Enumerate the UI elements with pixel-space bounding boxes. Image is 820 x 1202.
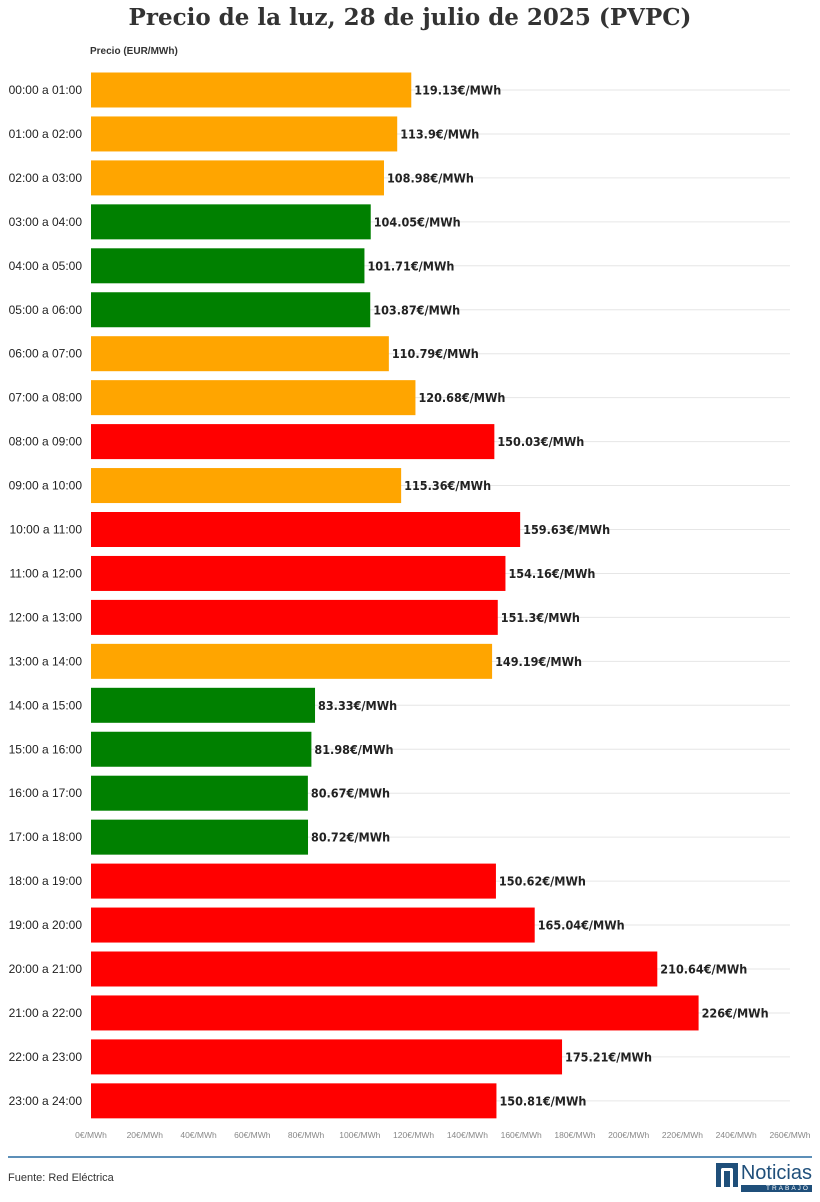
x-tick-label: 100€/MWh <box>339 1130 380 1140</box>
category-label: 09:00 a 10:00 <box>9 479 83 493</box>
x-tick-label: 220€/MWh <box>662 1130 703 1140</box>
source-note: Fuente: Red Eléctrica <box>8 1172 114 1184</box>
category-label: 23:00 a 24:00 <box>9 1094 83 1108</box>
data-label: 150.62€/MWh <box>499 874 586 889</box>
x-tick-label: 260€/MWh <box>769 1130 810 1140</box>
x-tick-label: 200€/MWh <box>608 1130 649 1140</box>
x-tick-label: 40€/MWh <box>180 1130 217 1140</box>
data-label: 81.98€/MWh <box>314 742 393 757</box>
bar <box>91 204 371 240</box>
bar <box>91 248 365 284</box>
category-label: 11:00 a 12:00 <box>9 566 82 580</box>
data-label: 149.19€/MWh <box>495 654 582 669</box>
category-label: 18:00 a 19:00 <box>9 874 83 888</box>
category-label: 12:00 a 13:00 <box>9 610 83 624</box>
x-tick-label: 240€/MWh <box>716 1130 757 1140</box>
data-label: 120.68€/MWh <box>418 390 505 405</box>
data-label: 175.21€/MWh <box>565 1049 652 1064</box>
bar <box>91 72 412 108</box>
bar <box>91 380 416 416</box>
bar <box>91 1039 563 1075</box>
bar <box>91 116 398 152</box>
bar <box>91 907 535 943</box>
bar <box>91 731 312 767</box>
x-tick-label: 160€/MWh <box>501 1130 542 1140</box>
footer-divider <box>8 1156 812 1158</box>
data-label: 159.63€/MWh <box>523 522 610 537</box>
data-label: 154.16€/MWh <box>508 566 595 581</box>
bar <box>91 424 495 460</box>
x-tick-label: 120€/MWh <box>393 1130 434 1140</box>
bar-chart: 00:00 a 01:00 119.13€/MWh 01:00 a 02:00 113… <box>9 72 811 1140</box>
category-label: 20:00 a 21:00 <box>9 962 83 976</box>
category-label: 04:00 a 05:00 <box>9 259 83 273</box>
bar <box>91 468 402 504</box>
bar <box>91 512 521 547</box>
category-label: 19:00 a 20:00 <box>9 918 83 932</box>
bar <box>91 863 496 899</box>
bar <box>91 1083 497 1119</box>
x-tick-label: 180€/MWh <box>554 1130 595 1140</box>
category-label: 03:00 a 04:00 <box>9 215 83 229</box>
logo-icon <box>715 1163 738 1187</box>
data-label: 104.05€/MWh <box>374 214 461 229</box>
category-label: 05:00 a 06:00 <box>9 303 83 317</box>
data-label: 119.13€/MWh <box>414 83 501 98</box>
category-label: 08:00 a 09:00 <box>9 435 83 449</box>
data-label: 210.64€/MWh <box>660 962 747 977</box>
x-tick-label: 60€/MWh <box>234 1130 271 1140</box>
data-label: 83.33€/MWh <box>318 698 397 713</box>
data-label: 113.9€/MWh <box>400 126 479 141</box>
bar <box>91 819 309 855</box>
data-label: 165.04€/MWh <box>538 918 625 933</box>
data-label: 115.36€/MWh <box>404 478 491 493</box>
category-label: 07:00 a 08:00 <box>9 391 83 405</box>
category-label: 15:00 a 16:00 <box>9 742 83 756</box>
data-label: 150.81€/MWh <box>499 1093 586 1108</box>
data-label: 103.87€/MWh <box>373 302 460 317</box>
data-label: 226€/MWh <box>702 1005 769 1020</box>
category-label: 02:00 a 03:00 <box>9 171 83 185</box>
data-label: 101.71€/MWh <box>367 258 454 273</box>
category-label: 06:00 a 07:00 <box>9 347 83 361</box>
data-label: 151.3€/MWh <box>501 610 580 625</box>
bar <box>91 995 699 1031</box>
category-label: 17:00 a 18:00 <box>9 830 83 844</box>
category-label: 10:00 a 11:00 <box>9 523 82 537</box>
category-label: 16:00 a 17:00 <box>9 786 83 800</box>
data-label: 108.98€/MWh <box>387 170 474 185</box>
bar <box>91 292 371 328</box>
data-label: 80.67€/MWh <box>311 786 390 801</box>
bar <box>91 160 384 196</box>
data-label: 150.03€/MWh <box>497 434 584 449</box>
x-tick-label: 0€/MWh <box>75 1130 107 1140</box>
chart-title: Precio de la luz, 28 de julio de 2025 (P… <box>128 4 692 31</box>
bar <box>91 775 308 811</box>
category-label: 00:00 a 01:00 <box>9 83 83 97</box>
x-tick-label: 20€/MWh <box>127 1130 164 1140</box>
data-label: 80.72€/MWh <box>311 830 390 845</box>
bar <box>91 599 498 635</box>
axis-label: Precio (EUR/MWh) <box>90 46 178 57</box>
bar <box>91 555 506 591</box>
category-label: 13:00 a 14:00 <box>9 654 83 668</box>
publisher-logo: Noticias TRABAJO <box>715 1162 812 1192</box>
category-label: 01:00 a 02:00 <box>9 127 83 141</box>
logo-subtitle: TRABAJO <box>740 1185 812 1192</box>
bar <box>91 951 658 987</box>
x-tick-label: 80€/MWh <box>288 1130 325 1140</box>
category-label: 21:00 a 22:00 <box>9 1006 83 1020</box>
category-label: 22:00 a 23:00 <box>9 1050 83 1064</box>
logo-wordmark: Noticias <box>740 1162 812 1184</box>
bar <box>91 336 389 372</box>
x-tick-label: 140€/MWh <box>447 1130 488 1140</box>
data-label: 110.79€/MWh <box>392 346 479 361</box>
bar <box>91 643 493 679</box>
category-label: 14:00 a 15:00 <box>9 698 83 712</box>
bar <box>91 687 316 723</box>
